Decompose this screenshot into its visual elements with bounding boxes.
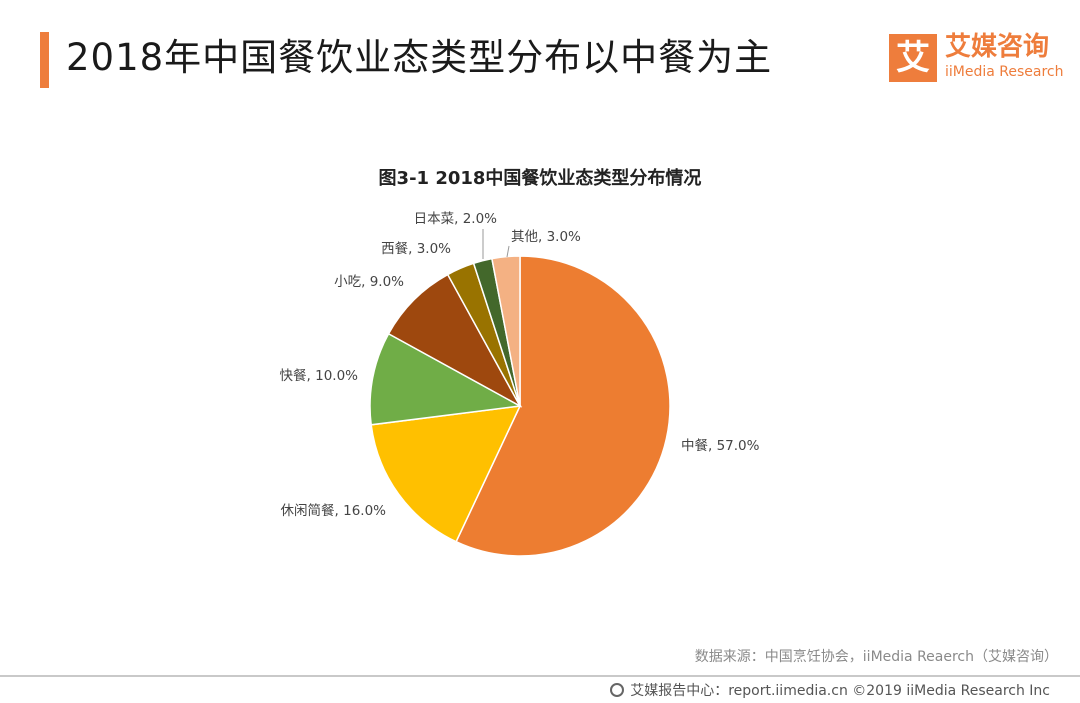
pie-slice-7 [491,255,521,407]
slice-label-6: 日本菜, 2.0% [414,211,498,227]
slice-label-2: 休闲简餐, 16.0% [281,502,387,519]
logo-mark-icon: 艾 [889,34,937,82]
globe-icon [610,683,625,697]
page-title: 2018年中国餐饮业态类型分布以中餐为主 [66,36,773,79]
chart-title: 图3-1 2018中国餐饮业态类型分布情况 [378,168,702,189]
pie-slice-2 [370,405,522,543]
logo-name-cn: 艾媒咨询 [945,32,1050,62]
slice-label-1: 中餐, 57.0% [681,438,760,454]
data-source-note: 数据来源：中国烹饪协会，iiMedia Reaerch（艾媒咨询） [694,649,1058,665]
slice-label-7: 其他, 3.0% [511,229,581,245]
pie-slice-4 [387,273,522,408]
slice-label-4: 小吃, 9.0% [334,274,404,290]
slice-label-5: 西餐, 3.0% [381,241,451,257]
pie-slice-1 [455,255,671,557]
leader-line-7 [506,245,510,258]
slice-label-3: 快餐, 10.0% [280,368,359,384]
title-accent-bar [40,32,49,88]
pie-slice-3 [369,332,523,426]
footer-divider [0,675,1080,677]
footer: 艾媒报告中心：report.iimedia.cn ©2019 iiMedia R… [610,680,1050,700]
footer-text: 艾媒报告中心：report.iimedia.cn ©2019 iiMedia R… [630,683,1050,699]
brand-logo: 艾 艾媒咨询 iiMedia Research [889,30,1069,86]
logo-name-en: iiMedia Research [945,64,1064,80]
